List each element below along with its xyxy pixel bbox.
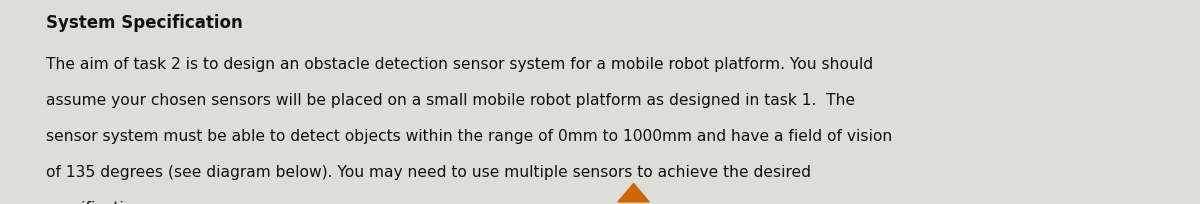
Text: of 135 degrees (see diagram below). You may need to use multiple sensors to achi: of 135 degrees (see diagram below). You … xyxy=(46,164,811,179)
Text: sensor system must be able to detect objects within the range of 0mm to 1000mm a: sensor system must be able to detect obj… xyxy=(46,129,892,143)
Text: specification.: specification. xyxy=(46,200,149,204)
Text: assume your chosen sensors will be placed on a small mobile robot platform as de: assume your chosen sensors will be place… xyxy=(46,93,854,108)
Polygon shape xyxy=(618,184,649,202)
Text: The aim of task 2 is to design an obstacle detection sensor system for a mobile : The aim of task 2 is to design an obstac… xyxy=(46,57,872,72)
Text: System Specification: System Specification xyxy=(46,14,242,32)
